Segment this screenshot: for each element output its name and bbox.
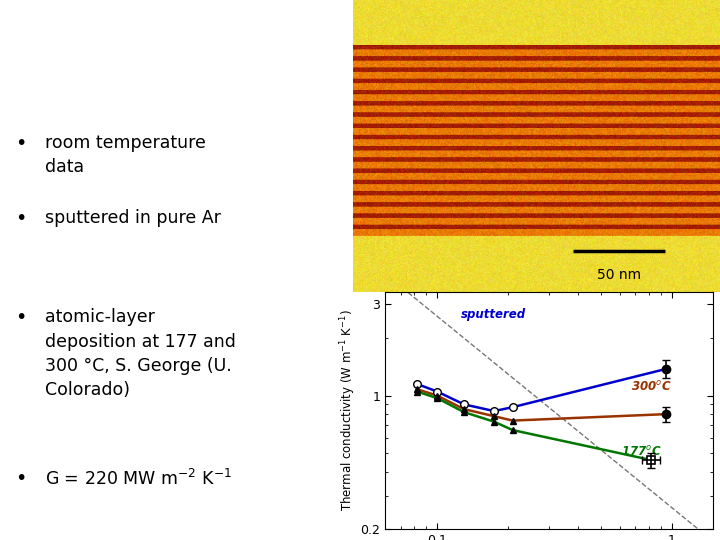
Text: 300$^o$C: 300$^o$C: [631, 380, 672, 394]
Text: •: •: [15, 308, 27, 327]
Y-axis label: Thermal conductivity (W m$^{-1}$ K$^{-1}$): Thermal conductivity (W m$^{-1}$ K$^{-1}…: [338, 309, 358, 511]
Text: sputtered in pure Ar: sputtered in pure Ar: [45, 209, 221, 227]
Text: atomic-layer
deposition at 177 and
300 °C, S. George (U.
Colorado): atomic-layer deposition at 177 and 300 °…: [45, 308, 236, 400]
Text: room temperature
data: room temperature data: [45, 134, 206, 176]
Text: •: •: [15, 134, 27, 153]
Text: 177$^o$C: 177$^o$C: [621, 444, 662, 458]
Text: sputtered: sputtered: [461, 308, 526, 321]
Text: 50 nm: 50 nm: [597, 268, 641, 282]
Text: G = 220 MW m$^{-2}$ K$^{-1}$: G = 220 MW m$^{-2}$ K$^{-1}$: [45, 469, 232, 489]
Text: W/Al$_2$O$_3$ nanolaminates: W/Al$_2$O$_3$ nanolaminates: [15, 20, 325, 48]
Text: •: •: [15, 469, 27, 488]
Text: •: •: [15, 209, 27, 228]
